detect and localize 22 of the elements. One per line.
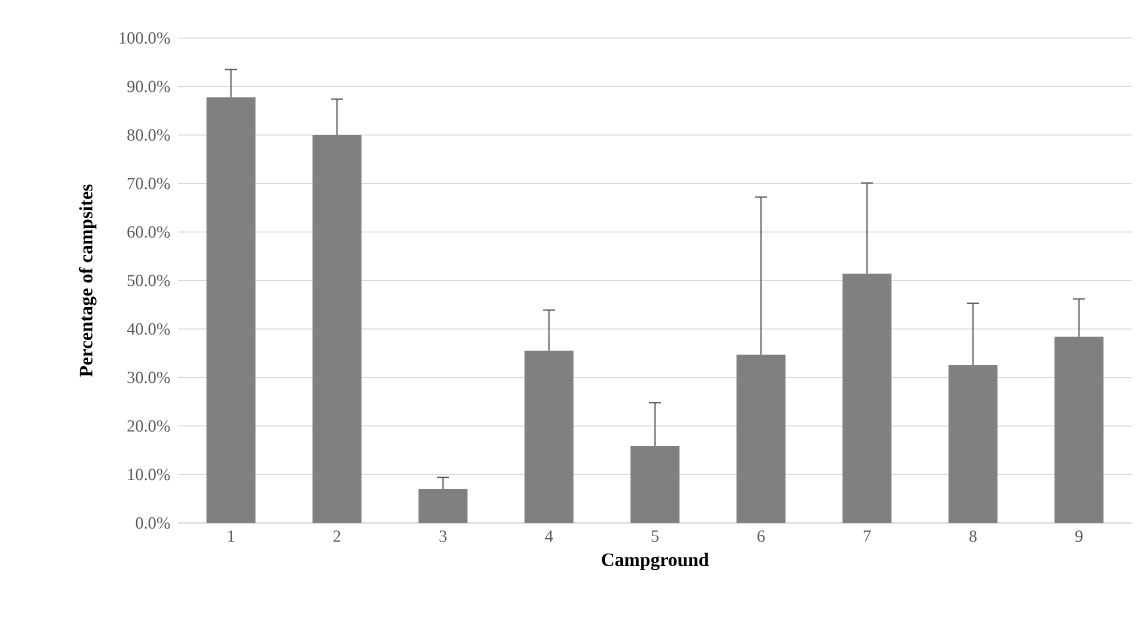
x-tick-label: 2 xyxy=(333,530,341,542)
x-tick-label: 5 xyxy=(651,530,659,542)
x-tick-label: 3 xyxy=(439,530,447,542)
y-tick-label: 70.0% xyxy=(127,177,170,190)
x-tick-label: 1 xyxy=(228,530,235,542)
y-tick-label: 100.0% xyxy=(119,32,170,44)
x-tick-label: 9 xyxy=(1075,530,1083,542)
y-axis-title: Percentage of campsites xyxy=(78,184,97,377)
y-tick-label: 20.0% xyxy=(127,420,170,432)
x-tick-label: 8 xyxy=(969,530,977,542)
x-axis-title: Campground xyxy=(601,552,709,571)
x-tick-label: 6 xyxy=(757,530,765,542)
x-tick-label: 7 xyxy=(863,530,871,542)
y-tick-label: 60.0% xyxy=(127,226,170,238)
y-tick-label: 0.0% xyxy=(135,517,170,529)
y-tick-label: 30.0% xyxy=(127,371,170,384)
y-tick-label: 40.0% xyxy=(127,323,170,335)
x-tick-label: 4 xyxy=(545,530,553,542)
y-tick-label: 90.0% xyxy=(127,80,170,93)
y-tick-label: 80.0% xyxy=(127,129,170,141)
y-tick-label: 50.0% xyxy=(127,274,170,287)
y-tick-label: 10.0% xyxy=(128,468,170,481)
